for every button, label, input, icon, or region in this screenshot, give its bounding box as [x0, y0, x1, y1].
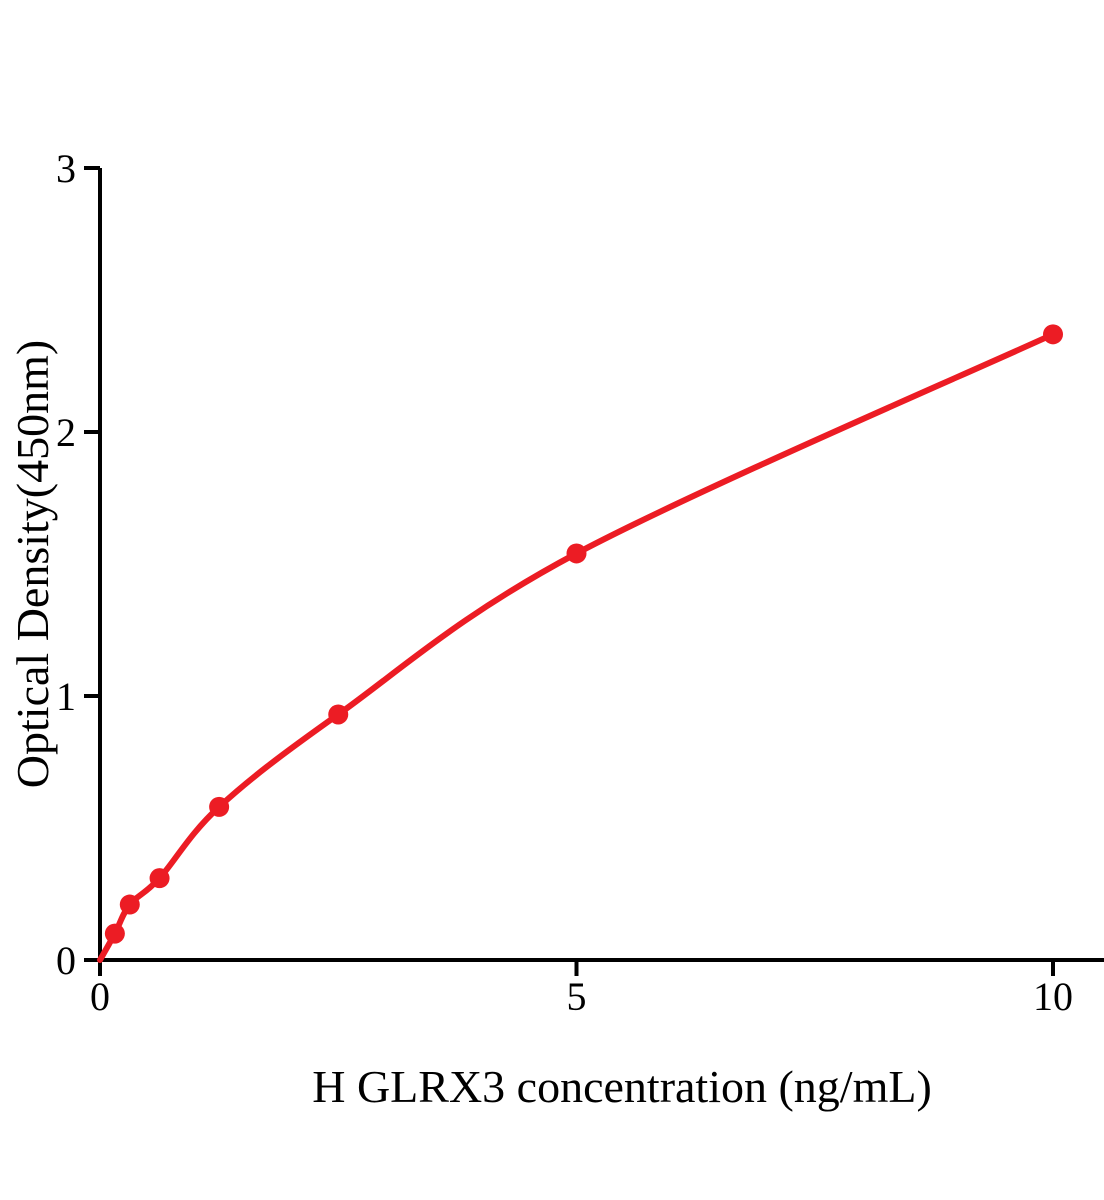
data-point [328, 704, 349, 725]
axis-lines [98, 168, 1104, 962]
data-point [104, 923, 125, 944]
data-point [1043, 324, 1063, 345]
x-tick-label: 0 [90, 974, 110, 1019]
y-axis-title: Optical Density(450nm) [7, 340, 58, 788]
tick-marks: 0 1 2 3 0 5 10 [56, 146, 1073, 1019]
y-tick-label: 3 [56, 146, 76, 191]
x-axis-title: H GLRX3 concentration (ng/mL) [312, 1061, 932, 1112]
x-tick-label: 10 [1033, 974, 1073, 1019]
data-point [566, 543, 587, 564]
y-tick-label: 1 [56, 674, 76, 719]
standard-curve-line [97, 331, 1056, 963]
data-point [149, 868, 170, 889]
y-tick-label: 0 [56, 938, 76, 983]
data-point [209, 796, 230, 817]
data-point [119, 894, 140, 915]
axes [98, 168, 1104, 962]
x-tick-label: 5 [567, 974, 587, 1019]
data-series [97, 324, 1063, 963]
y-tick-label: 2 [56, 410, 76, 455]
